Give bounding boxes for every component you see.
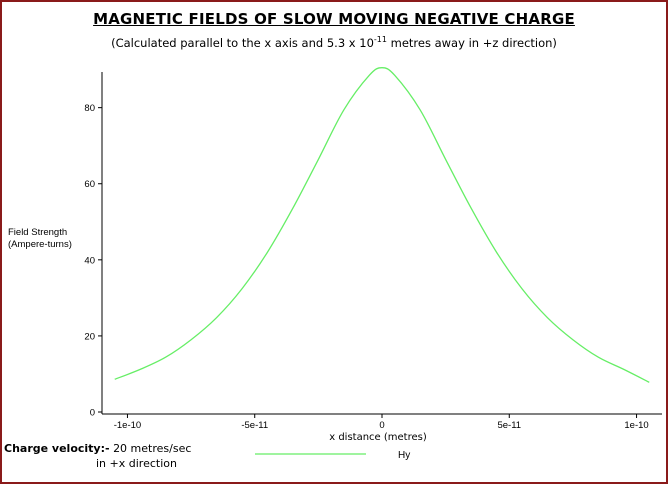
x-tick-label: -1e-10 [114, 420, 141, 431]
chart-title: MAGNETIC FIELDS OF SLOW MOVING NEGATIVE … [93, 10, 575, 28]
x-tick-label: -5e-11 [241, 420, 268, 431]
y-axis-label: Field Strength (Ampere-turns) [8, 227, 88, 251]
subtitle-text: (Calculated parallel to the x axis and 5… [111, 35, 374, 50]
y-tick-label: 40 [84, 255, 95, 266]
chart-subtitle: (Calculated parallel to the x axis and 5… [0, 35, 668, 50]
charge-velocity-value: 20 metres/sec [113, 442, 192, 455]
charge-velocity-label: Charge velocity:- [4, 442, 110, 455]
charge-velocity-direction: in +x direction [96, 457, 177, 470]
series-line-hy [114, 67, 650, 383]
charge-velocity-note: Charge velocity:- 20 metres/sec in +x di… [4, 441, 191, 471]
y-tick-label: 20 [84, 331, 95, 342]
y-tick-label: 80 [84, 103, 95, 114]
x-tick-label: 5e-11 [497, 420, 521, 431]
x-axis-label: x distance (metres) [329, 432, 427, 443]
x-tick-label: 0 [379, 420, 384, 431]
subtitle-exponent: -11 [373, 35, 387, 44]
legend-entry-label: Hy [398, 450, 411, 461]
series-group [114, 67, 650, 383]
y-tick-label: 60 [84, 179, 95, 190]
y-axis-label-line1: Field Strength [8, 227, 68, 238]
tick-marks: 0 20 40 60 80 -1e-10 -5e-11 0 5e-11 1e-10 [84, 103, 648, 431]
x-tick-label: 1e-10 [624, 420, 648, 431]
subtitle-text-end: metres away in +z direction) [386, 35, 557, 50]
y-axis-label-line2: (Ampere-turns) [8, 239, 72, 250]
y-tick-label: 0 [90, 408, 95, 419]
axes [101, 72, 662, 415]
